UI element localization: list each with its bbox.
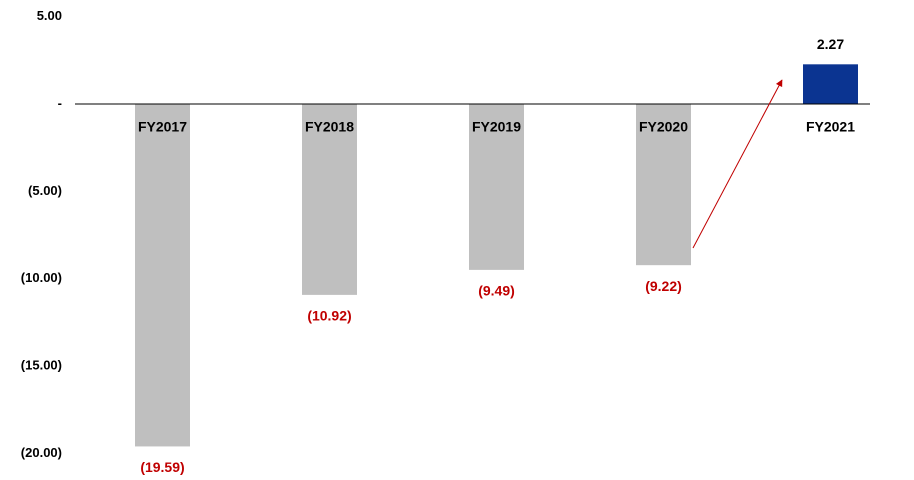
bar xyxy=(302,104,357,295)
value-label: (19.59) xyxy=(140,459,184,475)
x-tick-label: FY2020 xyxy=(639,119,688,135)
x-tick-label: FY2021 xyxy=(806,119,855,135)
y-tick-label: (15.00) xyxy=(21,358,62,373)
value-label: (9.49) xyxy=(478,283,515,299)
bar xyxy=(803,64,858,104)
bar xyxy=(469,104,524,270)
trend-arrow xyxy=(692,79,783,249)
value-label: 2.27 xyxy=(817,36,844,52)
bar xyxy=(636,104,691,266)
y-tick-label: (5.00) xyxy=(28,183,62,198)
y-tick-label: - xyxy=(58,95,62,110)
x-tick-label: FY2018 xyxy=(305,119,354,135)
y-tick-label: (20.00) xyxy=(21,445,62,460)
bars xyxy=(135,64,858,447)
value-label: (9.22) xyxy=(645,278,682,294)
x-tick-label: FY2019 xyxy=(472,119,521,135)
x-tick-label: FY2017 xyxy=(138,119,187,135)
y-tick-label: 5.00 xyxy=(37,8,62,23)
value-label: (10.92) xyxy=(307,308,351,324)
y-tick-label: (10.00) xyxy=(21,270,62,285)
bar xyxy=(135,104,190,447)
